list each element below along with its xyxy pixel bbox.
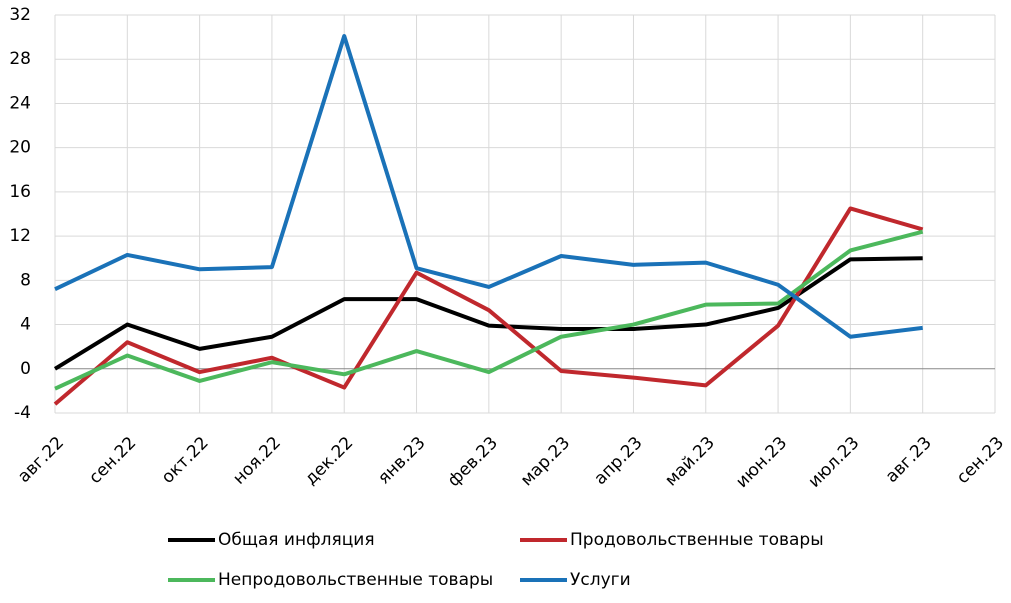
x-tick-label: июл.23	[805, 433, 864, 492]
series-line	[54, 229, 924, 391]
x-tick-label: окт.22	[158, 433, 213, 488]
y-tick-label: 0	[20, 359, 31, 379]
y-tick-label: -4	[14, 403, 31, 423]
y-tick-label: 28	[9, 49, 31, 69]
x-tick-label: дек.22	[301, 433, 357, 489]
y-tick-label: 12	[9, 226, 31, 246]
series-line	[53, 206, 924, 406]
x-tick-label: сен.22	[85, 433, 140, 488]
x-tick-label: авг.22	[14, 433, 68, 487]
x-tick-label: сен.23	[953, 433, 1008, 488]
legend-label: Продовольственные товары	[570, 530, 824, 550]
legend-label: Общая инфляция	[218, 530, 375, 550]
y-tick-label: 4	[20, 315, 31, 335]
y-tick-label: 20	[9, 138, 31, 158]
y-tick-label: 32	[9, 5, 31, 25]
x-tick-label: авг.23	[882, 433, 936, 487]
y-tick-label: 16	[9, 182, 31, 202]
legend-label: Услуги	[570, 570, 631, 590]
x-tick-label: ноя.22	[229, 433, 285, 489]
x-tick-label: май.23	[661, 433, 719, 491]
x-tick-label: июн.23	[732, 433, 791, 492]
y-tick-label: 24	[9, 93, 31, 113]
series-line	[53, 256, 923, 371]
x-tick-label: мар.23	[517, 433, 574, 490]
x-tick-label: фев.23	[444, 433, 502, 491]
series-line	[54, 34, 923, 339]
y-tick-label: 8	[20, 270, 31, 290]
x-tick-label: янв.23	[374, 433, 429, 488]
x-tick-label: апр.23	[590, 433, 646, 489]
legend-label: Непродовольственные товары	[218, 570, 493, 590]
